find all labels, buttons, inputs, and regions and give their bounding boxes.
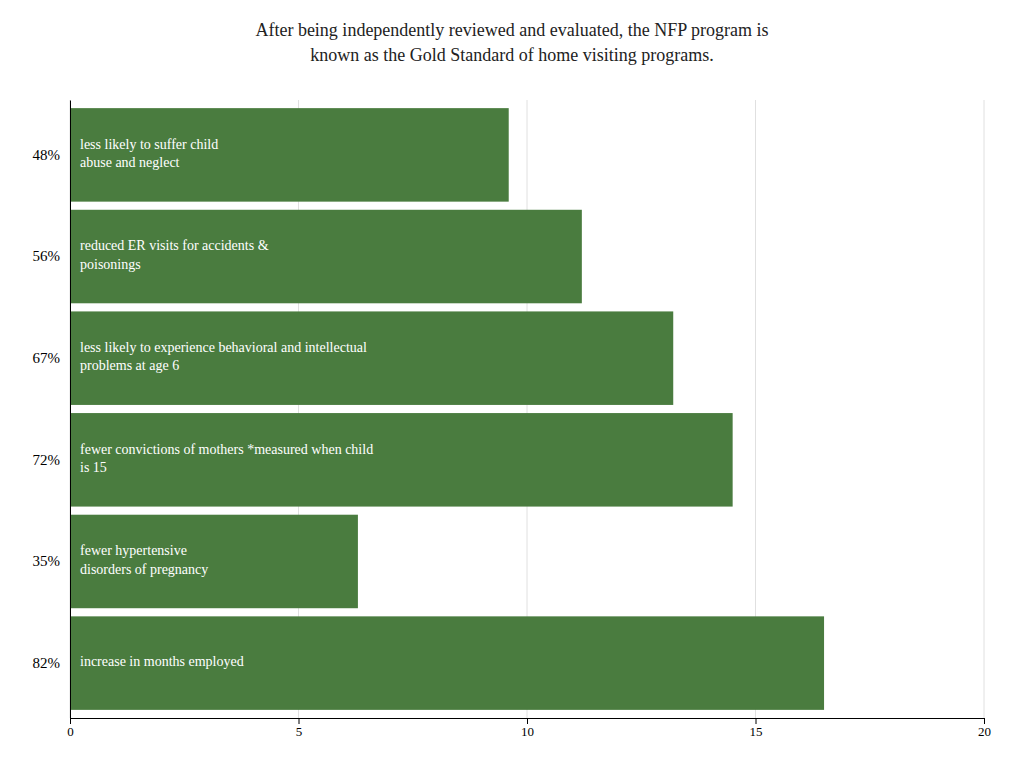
y-tick: 35% [33, 553, 71, 569]
x-tick-mark [527, 718, 528, 724]
bar-annotation: increase in months employed [80, 654, 244, 669]
y-axis-line [70, 101, 71, 719]
x-tick: 5 [296, 718, 303, 739]
x-tick-mark [756, 718, 757, 724]
x-tick-label: 20 [978, 724, 991, 739]
x-tick-label: 5 [296, 724, 303, 739]
chart-svg: After being independently reviewed and e… [0, 0, 1024, 768]
bar [70, 108, 509, 202]
x-tick-label: 10 [521, 724, 534, 739]
y-tick-label: 56% [33, 248, 61, 264]
grid [70, 100, 984, 718]
bar [70, 210, 582, 304]
x-tick-mark [299, 718, 300, 724]
x-axis-line [71, 719, 985, 725]
bar [70, 413, 733, 507]
y-tick-label: 72% [33, 452, 61, 468]
y-axis: 48% 56% 67% 72% 35% 82% [33, 101, 71, 719]
y-tick-label: 35% [33, 553, 61, 569]
bar-annotation: less likely to experience behavioral and… [80, 340, 367, 373]
y-tick: 56% [33, 248, 71, 264]
title-line: known as the Gold Standard of home visit… [310, 45, 713, 65]
annotation-line: is 15 [80, 460, 107, 475]
annotation-line: disorders of pregnancy [80, 562, 208, 577]
x-tick: 20 [978, 718, 991, 739]
y-tick: 72% [33, 452, 71, 468]
y-tick-label: 67% [33, 350, 61, 366]
bar-annotation: fewer hypertensive disorders of pregnancy [80, 544, 208, 577]
bars [70, 108, 824, 710]
y-tick-label: 82% [33, 655, 61, 671]
annotation-line: less likely to suffer child [80, 137, 218, 152]
x-tick: 10 [521, 718, 534, 739]
chart-container: After being independently reviewed and e… [0, 0, 1024, 768]
annotation-line: reduced ER visits for accidents & [80, 239, 269, 254]
bar [70, 311, 673, 405]
x-tick: 0 [67, 718, 74, 739]
annotation-line: increase in months employed [80, 654, 244, 669]
x-tick-mark [984, 718, 985, 724]
x-tick-mark [70, 718, 71, 724]
bar-annotation: reduced ER visits for accidents & poisoni… [80, 239, 269, 272]
annotation-line: poisonings [80, 257, 141, 272]
annotation-line: problems at age 6 [80, 358, 179, 373]
annotation-line: abuse and neglect [80, 155, 180, 170]
y-tick: 48% [33, 147, 71, 163]
title-line: After being independently reviewed and e… [255, 20, 768, 40]
annotation-line: fewer convictions of mothers *measured w… [80, 442, 373, 457]
x-tick-label: 0 [67, 724, 74, 739]
x-tick: 15 [750, 718, 763, 739]
chart-title: After being independently reviewed and e… [255, 20, 768, 65]
bar-annotation: fewer convictions of mothers *measured w… [80, 442, 373, 475]
annotation-line: less likely to experience behavioral and… [80, 340, 367, 355]
x-axis: 0 5 10 15 20 [67, 718, 991, 739]
y-tick: 82% [33, 655, 71, 671]
annotation-line: fewer hypertensive [80, 544, 187, 559]
y-tick: 67% [33, 350, 71, 366]
bar [70, 515, 358, 609]
grid-line [984, 100, 985, 718]
bar-annotation: less likely to suffer child abuse and neg… [80, 137, 218, 170]
y-tick-label: 48% [33, 147, 61, 163]
grid-line [70, 100, 71, 718]
x-tick-label: 15 [750, 724, 763, 739]
bar-annotations: less likely to suffer child abuse and neg… [80, 137, 373, 669]
plot-area: 0 5 10 15 20 48% 56% 67% 72% 35% 82% less likely to… [33, 100, 992, 739]
bar [70, 616, 824, 710]
